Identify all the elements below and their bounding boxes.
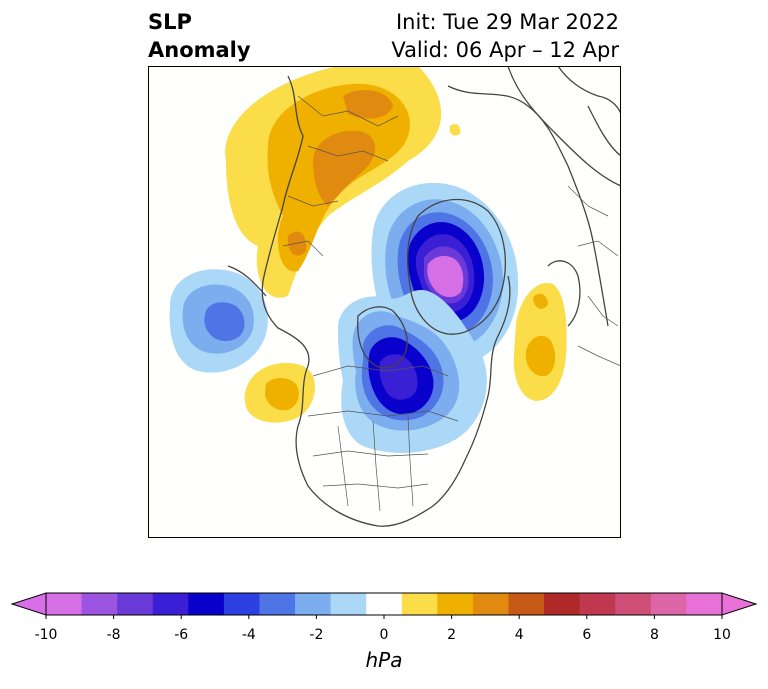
title-field: Anomaly — [148, 38, 251, 62]
colorbar-ticks: -10 -8 -6 -4 -2 0 2 4 6 8 10 — [35, 615, 731, 643]
colorbar-segment — [437, 593, 474, 615]
colorbar-segments — [10, 592, 758, 616]
init-date-label: Init: Tue 29 Mar 2022 — [395, 10, 619, 34]
positive-anomaly-gulf-of-alaska — [244, 362, 316, 423]
map-frame — [148, 66, 621, 538]
colorbar-tick-label: -6 — [174, 627, 188, 643]
colorbar-tick-label: 8 — [650, 627, 659, 643]
map-title: SLP Anomaly — [148, 8, 251, 64]
colorbar-segment — [650, 593, 687, 615]
colorbar-tick-label: -4 — [242, 627, 256, 643]
colorbar-segment — [686, 593, 723, 615]
negative-anomaly-canada — [337, 290, 487, 453]
colorbar-tick-label: 6 — [582, 627, 591, 643]
colorbar-tick-label: -8 — [107, 627, 121, 643]
political-borders — [282, 95, 621, 512]
colorbar-unit-label: hPa — [366, 648, 403, 672]
map-subtitle: Init: Tue 29 Mar 2022 Valid: 06 Apr – 12… — [391, 8, 619, 64]
negative-anomaly-pacific — [169, 269, 268, 373]
colorbar-tick-label: 2 — [447, 627, 456, 643]
colorbar-tick-label: -2 — [309, 627, 323, 643]
colorbar-segment — [330, 593, 367, 615]
colorbar-segment — [295, 593, 332, 615]
colorbar: -10 -8 -6 -4 -2 0 2 4 6 8 10 hPa — [0, 585, 768, 685]
colorbar-tick-label: 0 — [380, 627, 389, 643]
title-variable: SLP — [148, 10, 192, 34]
colorbar-segment — [223, 593, 260, 615]
colorbar-segment — [544, 593, 581, 615]
positive-anomaly-atlantic — [513, 282, 567, 401]
colorbar-extend-min — [10, 592, 47, 616]
colorbar-segment — [472, 593, 510, 615]
colorbar-svg: -10 -8 -6 -4 -2 0 2 4 6 8 10 hPa — [10, 592, 758, 672]
coastlines — [227, 66, 621, 527]
slp-anomaly-map — [148, 66, 621, 538]
map-panel — [148, 66, 621, 538]
colorbar-segment — [508, 593, 545, 615]
colorbar-tick-label: 10 — [713, 627, 731, 643]
colorbar-segment — [81, 593, 118, 615]
colorbar-segment — [401, 593, 438, 615]
colorbar-segment — [366, 593, 403, 615]
colorbar-segment — [46, 593, 83, 615]
colorbar-segment — [579, 593, 616, 615]
colorbar-segment — [615, 593, 652, 615]
colorbar-segment — [188, 593, 225, 615]
colorbar-segment — [152, 593, 189, 615]
colorbar-segment — [117, 593, 154, 615]
colorbar-tick-label: 4 — [515, 627, 524, 643]
colorbar-tick-label: -10 — [35, 627, 58, 643]
positive-anomaly-siberia — [225, 66, 461, 298]
colorbar-segment — [259, 593, 296, 615]
valid-range-label: Valid: 06 Apr – 12 Apr — [391, 38, 619, 62]
colorbar-extend-max — [721, 592, 758, 616]
